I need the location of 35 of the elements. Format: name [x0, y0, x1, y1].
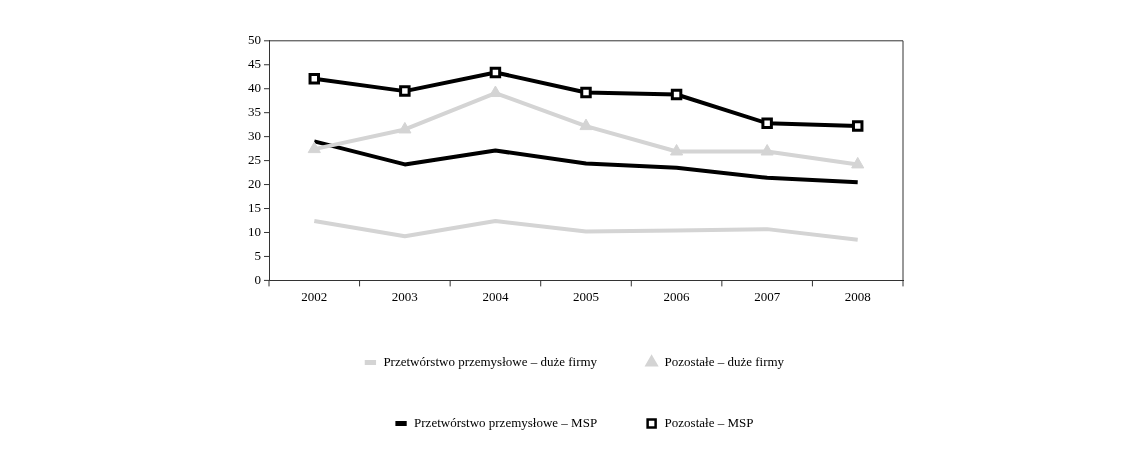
- point: [579, 118, 593, 131]
- point: [308, 72, 321, 85]
- point: [851, 156, 865, 169]
- y-tick-label: 10: [248, 223, 261, 239]
- x-tick-label: 2002: [301, 288, 328, 304]
- y-tick-label: 15: [248, 199, 261, 215]
- y-tick-label: 45: [248, 56, 261, 72]
- legend-label: Pozostałe – duże firmy: [664, 353, 785, 369]
- y-tick-label: 25: [248, 152, 261, 168]
- y-tick-label: 30: [248, 128, 261, 144]
- point: [489, 66, 502, 79]
- y-tick-label: 40: [248, 80, 261, 96]
- point: [580, 86, 592, 99]
- y-tick-label: 0: [254, 271, 261, 287]
- point: [399, 85, 411, 97]
- point: [851, 120, 864, 132]
- point: [398, 121, 412, 134]
- x-tick-label: 2006: [663, 288, 691, 304]
- point: [760, 144, 774, 156]
- legend-label: Przetwórstwo przemysłowe – duże firmy: [383, 353, 598, 369]
- y-tick-label: 35: [248, 104, 261, 120]
- x-tick-label: 2003: [391, 288, 418, 304]
- point: [307, 141, 321, 154]
- x-tick-label: 2005: [573, 288, 599, 304]
- y-tick-label: 50: [248, 32, 261, 48]
- point: [670, 144, 684, 156]
- y-tick-label: 20: [248, 175, 261, 191]
- legend-label: Pozostałe – MSP: [664, 414, 754, 430]
- legend-label: Przetwórstwo przemysłowe – MSP: [414, 414, 598, 430]
- x-tick-label: 2007: [754, 288, 781, 304]
- x-tick-label: 2004: [482, 288, 509, 304]
- x-tick-label: 2008: [844, 288, 871, 304]
- point: [670, 88, 683, 101]
- point: [761, 117, 773, 129]
- y-tick-label: 5: [254, 247, 261, 263]
